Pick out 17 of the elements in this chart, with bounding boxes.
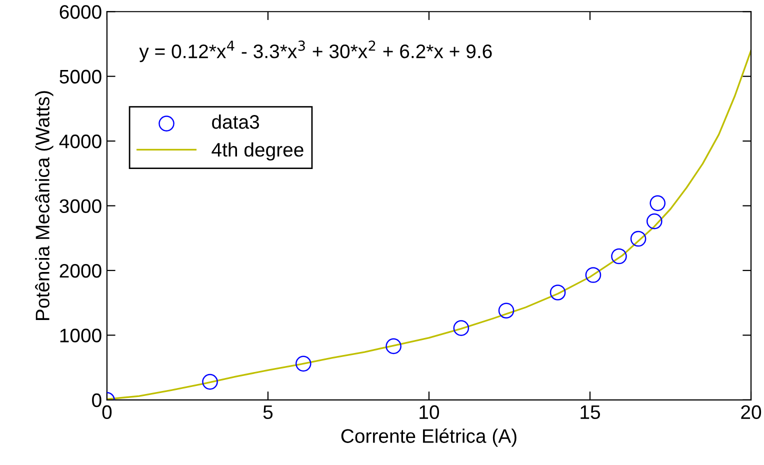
- y-tick-label: 3000: [60, 199, 102, 213]
- x-axis-title: Corrente Elétrica (A): [341, 428, 516, 447]
- legend-label: 4th degree: [212, 142, 304, 161]
- y-tick-label: 6000: [60, 5, 102, 19]
- y-axis-title: Potência Mecânica (Watts): [35, 91, 54, 320]
- y-tick-label: 4000: [59, 134, 102, 148]
- x-tick-label: 10: [420, 405, 440, 420]
- x-tick-label: 0: [102, 405, 112, 420]
- y-tick-label: 5000: [60, 70, 102, 84]
- x-tick-label: 5: [263, 405, 273, 420]
- y-tick-label: 2000: [60, 264, 102, 278]
- x-tick-label: 15: [580, 405, 600, 420]
- x-tick-label: 20: [741, 405, 762, 420]
- y-tick-label: 0: [92, 393, 102, 408]
- y-tick-label: 1000: [60, 328, 102, 342]
- annotation: y = 0.12*x$^{4}$ - 3.3*x$^{3}$ + 30*x$^{2}$ + 6.2*x + 9.6: [139, 40, 492, 62]
- legend-label: data3: [212, 114, 260, 129]
